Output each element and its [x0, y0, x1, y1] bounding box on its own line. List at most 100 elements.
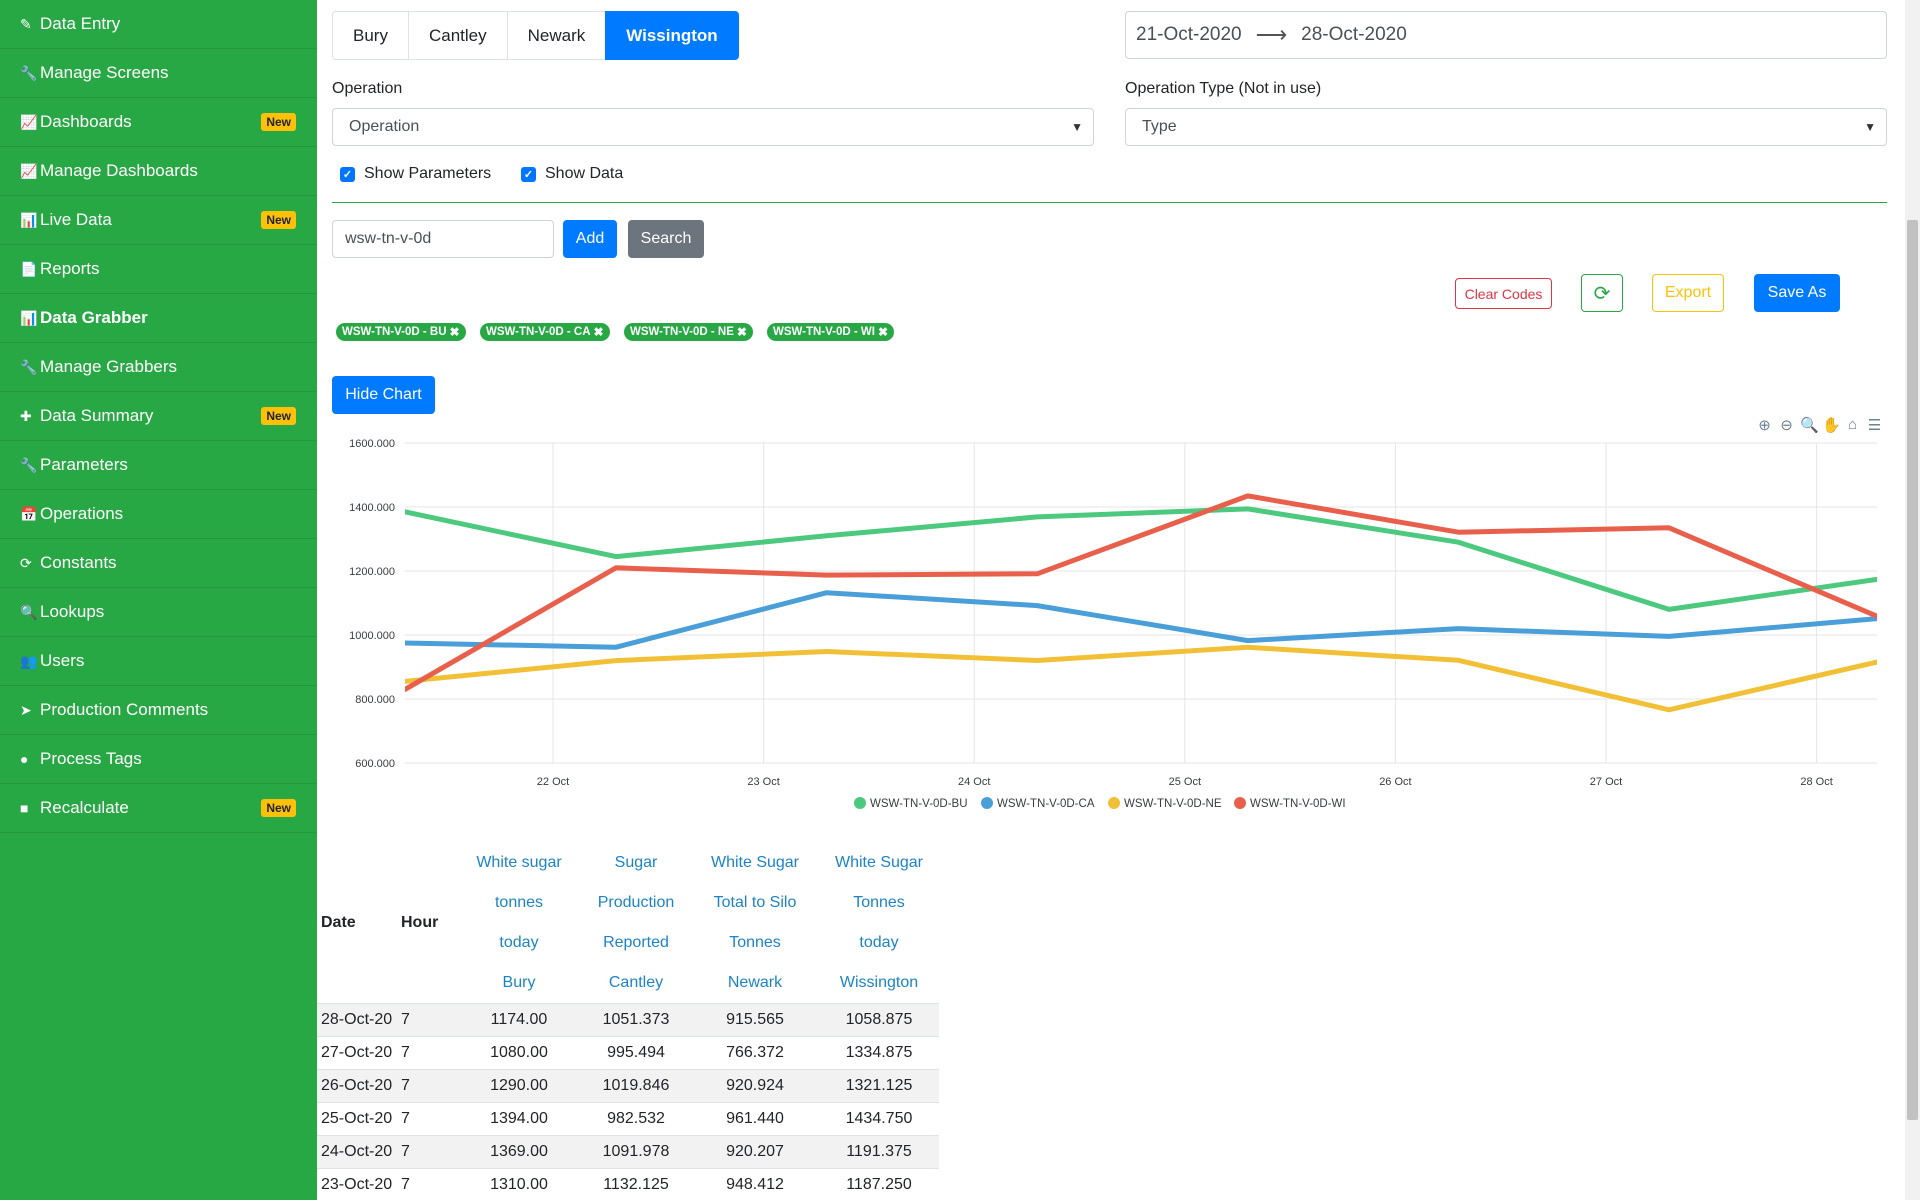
zoom-in-icon[interactable]: ⊕	[1758, 417, 1771, 434]
table-row: 23-Oct-20 7 1310.00 1132.125 948.412 1187.250	[317, 1168, 939, 1202]
sidebar-item-data-entry[interactable]: ✎ Data Entry	[0, 0, 317, 49]
scrollbar-thumb[interactable]	[1907, 220, 1918, 1120]
table-cell: 1310.00	[457, 1168, 581, 1202]
checkmark-icon: ✓	[340, 166, 355, 182]
chevron-down-icon: ▼	[1071, 120, 1083, 134]
pan-hand-icon[interactable]: ✋	[1822, 417, 1841, 434]
code-tag-label: WSW-TN-V-0D - WI	[773, 326, 875, 338]
date-end: 28-Oct-2020	[1301, 24, 1407, 45]
site-button-wissington[interactable]: Wissington	[605, 11, 739, 60]
clear-codes-button[interactable]: Clear Codes	[1455, 278, 1552, 309]
site-button-newark[interactable]: Newark	[506, 11, 607, 60]
sidebar-item-reports[interactable]: 📄 Reports	[0, 245, 317, 294]
sidebar: ✎ Data Entry 🔧 Manage Screens 📈 Dashboards New…	[0, 0, 317, 1200]
sidebar-item-lookups[interactable]: 🔍 Lookups	[0, 588, 317, 637]
x-tick-label: 27 Oct	[1590, 776, 1622, 788]
column-header: Date	[321, 914, 356, 931]
table-cell: 1191.375	[819, 1135, 939, 1169]
file-icon: 📄	[20, 260, 38, 277]
home-icon[interactable]: ⌂	[1847, 416, 1858, 433]
header-line: White sugar	[476, 854, 562, 871]
table-cell: 27-Oct-20	[317, 1036, 397, 1070]
table-row: 24-Oct-20 7 1369.00 1091.978 920.207 1191.375	[317, 1135, 939, 1169]
sidebar-item-manage-grabbers[interactable]: 🔧 Manage Grabbers	[0, 343, 317, 392]
sidebar-item-production-comments[interactable]: ➤ Production Comments	[0, 686, 317, 735]
legend-item[interactable]: WSW-TN-V-0D-WI	[1234, 797, 1346, 810]
sidebar-item-manage-screens[interactable]: 🔧 Manage Screens	[0, 49, 317, 98]
export-button[interactable]: Export	[1652, 274, 1724, 312]
sidebar-item-operations[interactable]: 📅 Operations	[0, 490, 317, 539]
table-cell: 915.565	[691, 1003, 819, 1037]
y-tick-label: 600.000	[355, 758, 395, 770]
sidebar-item-manage-dashboards[interactable]: 📈 Manage Dashboards	[0, 147, 317, 196]
selection-zoom-icon[interactable]: 🔍	[1800, 417, 1819, 434]
header-line: today	[499, 934, 539, 951]
legend-item[interactable]: WSW-TN-V-0D-BU	[854, 797, 968, 810]
close-icon[interactable]: ✖	[736, 325, 747, 339]
operation-type-select[interactable]: Type ▼	[1125, 108, 1887, 146]
table-cell: 25-Oct-20	[317, 1102, 397, 1136]
series-line	[405, 506, 1877, 612]
series-column-header[interactable]: White sugar tonnes today Bury	[457, 843, 581, 1004]
header-line: Sugar	[614, 854, 658, 871]
series-column-header[interactable]: White Sugar Tonnes today Wissington	[819, 843, 939, 1004]
code-tag: WSW-TN-V-0D - WI ✖	[767, 323, 895, 341]
sidebar-item-recalculate[interactable]: ■ Recalculate New	[0, 784, 317, 833]
sidebar-item-dashboards[interactable]: 📈 Dashboards New	[0, 98, 317, 147]
site-button-cantley[interactable]: Cantley	[407, 11, 508, 60]
series-column-header[interactable]: White Sugar Total to Silo Tonnes Newark	[691, 843, 819, 1004]
close-icon[interactable]: ✖	[593, 325, 604, 339]
close-icon[interactable]: ✖	[877, 325, 889, 339]
header-line: White Sugar	[710, 854, 800, 871]
sidebar-item-label: Data Summary	[40, 406, 154, 425]
arrow-right-icon: ⟶	[1255, 22, 1288, 47]
sidebar-item-live-data[interactable]: 📊 Live Data New	[0, 196, 317, 245]
y-tick-label: 800.000	[355, 694, 395, 706]
menu-icon[interactable]: ☰	[1867, 417, 1882, 434]
series-line	[405, 644, 1877, 713]
add-button[interactable]: Add	[563, 220, 617, 258]
site-button-bury[interactable]: Bury	[332, 11, 409, 60]
column-header: Hour	[401, 914, 439, 931]
legend-item[interactable]: WSW-TN-V-0D-CA	[981, 797, 1095, 810]
hide-chart-button[interactable]: Hide Chart	[332, 376, 435, 414]
operation-select[interactable]: Operation ▼	[332, 108, 1094, 146]
table-cell: 961.440	[691, 1102, 819, 1136]
table-cell: 7	[397, 1069, 457, 1103]
show-data-checkbox[interactable]: ✓ Show Data	[521, 165, 623, 183]
scrollbar[interactable]	[1905, 0, 1920, 1200]
table-cell: 1290.00	[457, 1069, 581, 1103]
close-icon[interactable]: ✖	[449, 325, 460, 339]
sidebar-item-label: Users	[40, 651, 85, 670]
sidebar-item-label: Lookups	[40, 602, 105, 621]
series-column-header[interactable]: Sugar Production Reported Cantley	[581, 843, 691, 1004]
zoom-out-icon[interactable]: ⊖	[1780, 417, 1793, 434]
sidebar-item-parameters[interactable]: 🔧 Parameters	[0, 441, 317, 490]
table-cell: 1174.00	[457, 1003, 581, 1037]
sidebar-item-users[interactable]: 👥 Users	[0, 637, 317, 686]
legend-item[interactable]: WSW-TN-V-0D-NE	[1108, 797, 1222, 810]
code-tag-label: WSW-TN-V-0D - CA	[486, 326, 591, 338]
save-as-button[interactable]: Save As	[1754, 274, 1840, 312]
search-button[interactable]: Search	[628, 220, 704, 258]
chevron-down-icon: ▼	[1864, 120, 1876, 134]
refresh-button[interactable]: ⟳	[1581, 274, 1623, 312]
sidebar-item-constants[interactable]: ⟳ Constants	[0, 539, 317, 588]
square-icon: ■	[20, 800, 29, 816]
show-parameters-checkbox[interactable]: ✓ Show Parameters	[340, 165, 491, 183]
sidebar-item-label: Constants	[40, 553, 117, 572]
table-cell: 982.532	[581, 1102, 691, 1136]
sidebar-item-data-grabber[interactable]: 📊 Data Grabber	[0, 294, 317, 343]
sidebar-item-process-tags[interactable]: ● Process Tags	[0, 735, 317, 784]
sidebar-item-label: Manage Grabbers	[40, 357, 178, 376]
table-row: 28-Oct-20 7 1174.00 1051.373 915.565 1058.875	[317, 1003, 939, 1037]
operation-type-label: Operation Type (Not in use)	[1125, 80, 1322, 97]
header-line: Cantley	[608, 974, 664, 991]
date-range-picker[interactable]: 21-Oct-2020 ⟶ 28-Oct-2020	[1125, 11, 1887, 59]
operation-select-value: Operation	[349, 118, 420, 135]
sidebar-item-data-summary[interactable]: ✚ Data Summary New	[0, 392, 317, 441]
code-search-input[interactable]: wsw-tn-v-0d	[332, 220, 554, 258]
sidebar-item-label: Manage Dashboards	[40, 161, 198, 180]
x-tick-label: 25 Oct	[1169, 776, 1201, 788]
code-tag-label: WSW-TN-V-0D - BU	[342, 326, 447, 338]
